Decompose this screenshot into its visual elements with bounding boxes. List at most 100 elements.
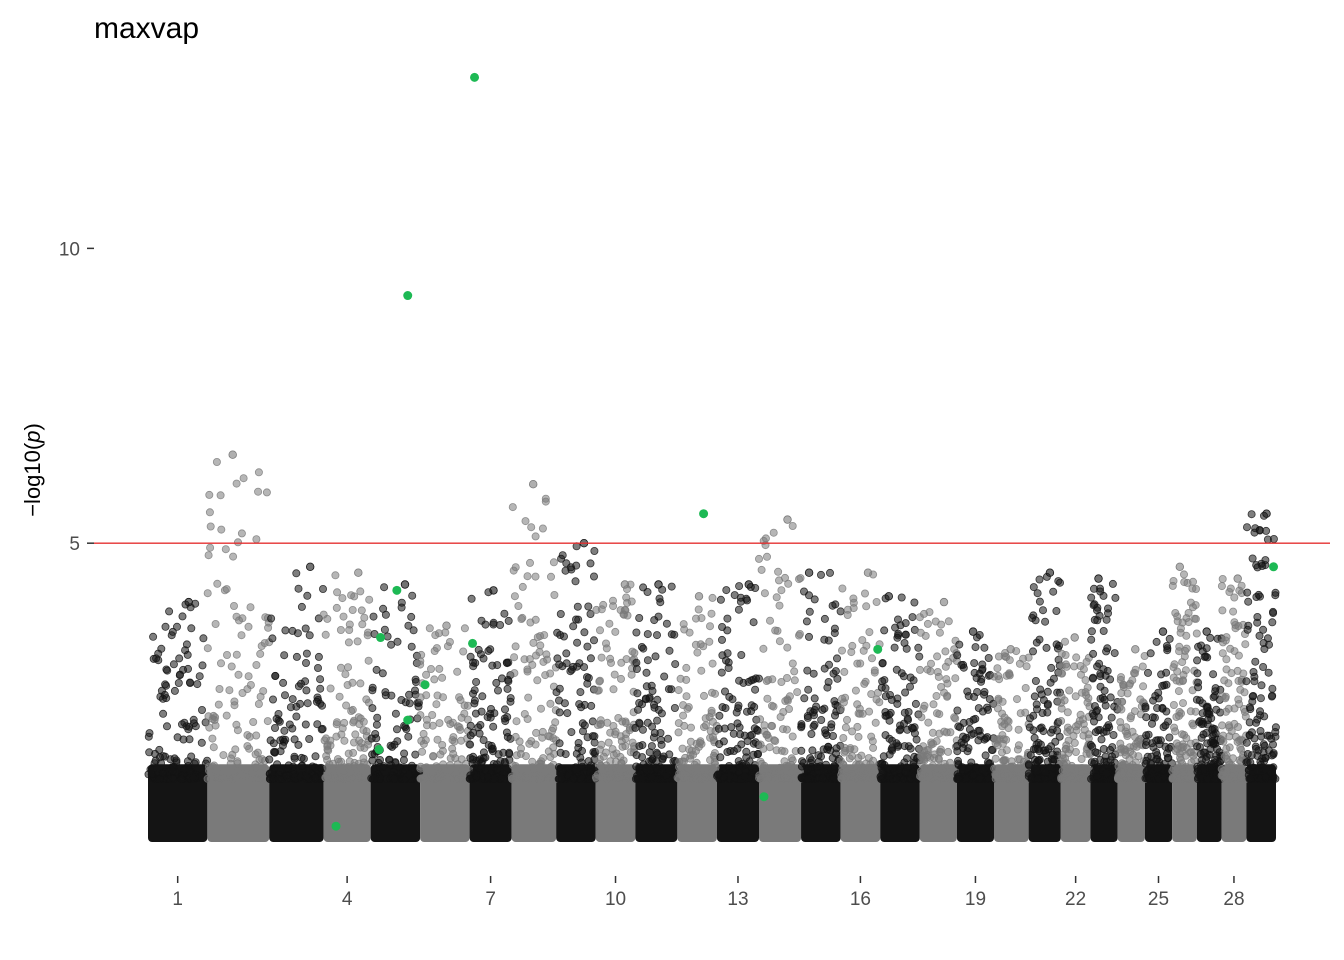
- snp-point: [301, 720, 310, 729]
- snp-point: [172, 622, 181, 631]
- snp-point: [670, 704, 679, 713]
- snp-point: [445, 638, 454, 647]
- snp-point: [664, 734, 673, 743]
- snp-point: [590, 572, 599, 581]
- snp-point: [817, 716, 826, 725]
- snp-point: [1222, 755, 1231, 764]
- snp-point: [252, 535, 261, 544]
- snp-point: [706, 756, 715, 765]
- snp-point: [804, 685, 813, 694]
- snp-point: [788, 659, 797, 668]
- snp-point: [546, 669, 555, 678]
- snp-point: [405, 699, 414, 708]
- snp-point: [959, 732, 968, 741]
- snp-point: [446, 761, 455, 770]
- snp-point: [599, 752, 608, 761]
- snp-point: [433, 735, 442, 744]
- snp-point: [876, 772, 885, 781]
- snp-point: [721, 687, 730, 696]
- snp-point: [274, 710, 283, 719]
- snp-point: [854, 709, 863, 718]
- snp-point: [693, 648, 702, 657]
- snp-point: [840, 667, 849, 676]
- snp-point: [439, 760, 448, 769]
- snp-point: [449, 733, 458, 742]
- snp-point: [150, 749, 159, 758]
- snp-point: [563, 709, 572, 718]
- snp-point: [409, 626, 418, 635]
- snp-point: [804, 765, 813, 774]
- snp-point: [1256, 727, 1265, 736]
- snp-point: [221, 774, 230, 783]
- snp-point: [1225, 723, 1234, 732]
- snp-point: [828, 601, 837, 610]
- snp-point: [180, 765, 189, 774]
- snp-point: [554, 763, 563, 772]
- snp-point: [500, 705, 509, 714]
- snp-point: [619, 756, 628, 765]
- snp-point: [583, 733, 592, 742]
- snp-point: [982, 734, 991, 743]
- snp-point: [1251, 657, 1260, 666]
- snp-point: [292, 712, 301, 721]
- snp-point: [650, 700, 659, 709]
- snp-point: [929, 700, 938, 709]
- snp-point: [929, 739, 938, 748]
- snp-point: [650, 616, 659, 625]
- snp-point: [639, 644, 648, 653]
- snp-point: [468, 658, 477, 667]
- snp-point: [157, 644, 166, 653]
- snp-point: [1165, 634, 1174, 643]
- snp-point: [1248, 554, 1257, 563]
- snp-point: [1222, 633, 1231, 642]
- chromosome-band-12: [677, 764, 717, 842]
- snp-point: [940, 775, 949, 784]
- snp-point: [854, 732, 863, 741]
- snp-point-max: [694, 592, 704, 601]
- chromosome-band-26: [1172, 764, 1197, 842]
- chromosome-band-29: [1246, 764, 1276, 842]
- snp-point: [1195, 718, 1204, 727]
- snp-point: [1029, 711, 1038, 720]
- snp-point: [993, 704, 1002, 713]
- snp-point: [848, 773, 857, 782]
- snp-point: [818, 705, 827, 714]
- snp-point: [1153, 764, 1162, 773]
- snp-point: [784, 579, 793, 588]
- snp-point: [908, 613, 917, 622]
- snp-point: [258, 755, 267, 764]
- snp-point: [665, 646, 674, 655]
- snp-point: [1039, 606, 1048, 615]
- snp-point: [1225, 588, 1234, 597]
- highlighted-snp-point: [699, 509, 709, 519]
- snp-point: [1130, 669, 1139, 678]
- snp-point: [901, 768, 910, 777]
- snp-point: [213, 579, 222, 588]
- snp-point: [1094, 726, 1103, 735]
- snp-point: [590, 547, 599, 556]
- snp-point: [1197, 641, 1206, 650]
- snp-point-max: [654, 580, 663, 589]
- chromosome-band-11: [635, 764, 678, 842]
- snp-point: [336, 626, 345, 635]
- snp-point: [168, 767, 177, 776]
- snp-point: [514, 602, 523, 611]
- snp-point: [728, 695, 737, 704]
- snp-point: [1078, 764, 1087, 773]
- snp-point: [572, 561, 581, 570]
- snp-point: [1077, 670, 1086, 679]
- snp-point: [1222, 665, 1231, 674]
- snp-point: [489, 618, 498, 627]
- snp-point: [674, 686, 683, 695]
- snp-point: [1148, 713, 1157, 722]
- snp-point: [674, 728, 683, 737]
- snp-point: [510, 653, 519, 662]
- snp-point: [391, 759, 400, 768]
- snp-point: [405, 690, 414, 699]
- snp-point-max: [306, 562, 315, 571]
- snp-point: [279, 678, 288, 687]
- snp-point: [161, 622, 170, 631]
- snp-point: [797, 773, 806, 782]
- snp-point: [1262, 526, 1271, 535]
- snp-point: [586, 610, 595, 619]
